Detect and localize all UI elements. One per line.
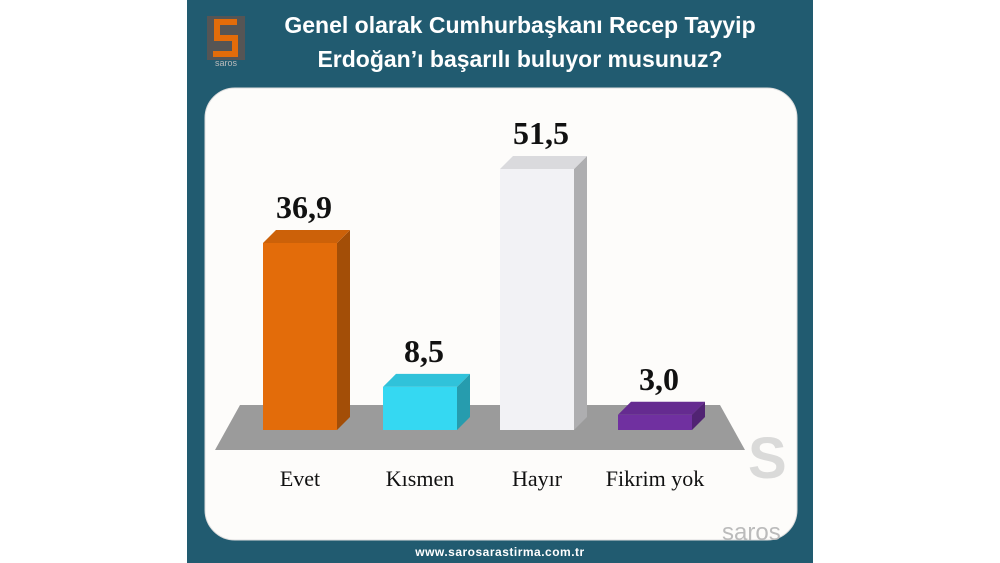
logo-text: saros — [214, 58, 237, 68]
website: www.sarosarastirma.com.tr — [415, 545, 585, 559]
background-panel — [187, 0, 813, 563]
logo — [207, 16, 245, 60]
chart-title: Genel olarak Cumhurbaşkanı Recep Tayyip … — [284, 12, 756, 72]
